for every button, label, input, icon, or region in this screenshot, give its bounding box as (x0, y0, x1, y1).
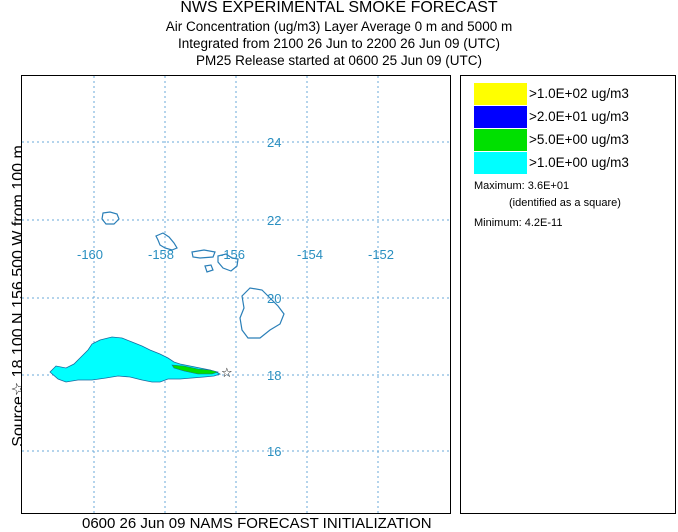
plume-contour-low (49, 336, 222, 383)
concentration-description: Air Concentration (ug/m3) Layer Average … (165, 19, 513, 34)
map-panel: ☆ 24 22 20 18 16 -160 -158 -156 -154 -15… (21, 75, 451, 514)
lat-label: 22 (267, 213, 281, 228)
lon-label: -156 (219, 247, 245, 262)
island-maui (217, 253, 239, 272)
legend-swatch (474, 83, 527, 105)
legend-item: >1.0E+02 ug/m3 (474, 83, 670, 105)
legend-swatch (474, 106, 527, 128)
map-canvas: ☆ 24 22 20 18 16 -160 -158 -156 -154 -15… (22, 76, 450, 513)
forecast-initialization-label: 0600 26 Jun 09 NAMS FORECAST INITIALIZAT… (82, 515, 432, 532)
integration-period: Integrated from 2100 26 Jun to 2200 26 J… (178, 36, 500, 51)
forecast-title: NWS EXPERIMENTAL SMOKE FORECAST (180, 0, 498, 16)
legend-panel: >1.0E+02 ug/m3 >2.0E+01 ug/m3 >5.0E+00 u… (460, 75, 676, 514)
lat-label: 16 (267, 444, 281, 459)
plume-contour-medium (171, 364, 220, 375)
island-lanai (204, 264, 214, 273)
legend-item: >2.0E+01 ug/m3 (474, 106, 670, 128)
island-molokai (191, 249, 216, 259)
graticule (22, 76, 450, 513)
source-star-icon: ☆ (221, 366, 233, 381)
island-niihau (101, 211, 120, 225)
legend-label: >5.0E+00 ug/m3 (529, 132, 629, 147)
legend-label: >1.0E+00 ug/m3 (529, 155, 629, 170)
coastlines (101, 211, 285, 339)
minimum-value: Minimum: 4.2E-11 (474, 217, 563, 229)
release-info: PM25 Release started at 0600 25 Jun 09 (… (196, 53, 482, 68)
maximum-value: Maximum: 3.6E+01 (474, 180, 570, 192)
legend-item: >5.0E+00 ug/m3 (474, 129, 670, 151)
lat-label: 20 (267, 291, 281, 306)
lon-label: -154 (297, 247, 323, 262)
lon-label: -160 (77, 247, 103, 262)
lon-label: -158 (148, 247, 174, 262)
grid-labels: 24 22 20 18 16 -160 -158 -156 -154 -152 (77, 135, 394, 459)
legend-swatch (474, 129, 527, 151)
island-hawaii (239, 287, 285, 339)
legend-swatch (474, 152, 527, 174)
legend-label: >2.0E+01 ug/m3 (529, 109, 629, 124)
island-oahu (155, 232, 178, 251)
legend-item: >1.0E+00 ug/m3 (474, 152, 670, 174)
legend-label: >1.0E+02 ug/m3 (529, 86, 629, 101)
lon-label: -152 (368, 247, 394, 262)
lat-label: 18 (267, 368, 281, 383)
lat-label: 24 (267, 135, 281, 150)
maximum-note: (identified as a square) (509, 197, 621, 209)
